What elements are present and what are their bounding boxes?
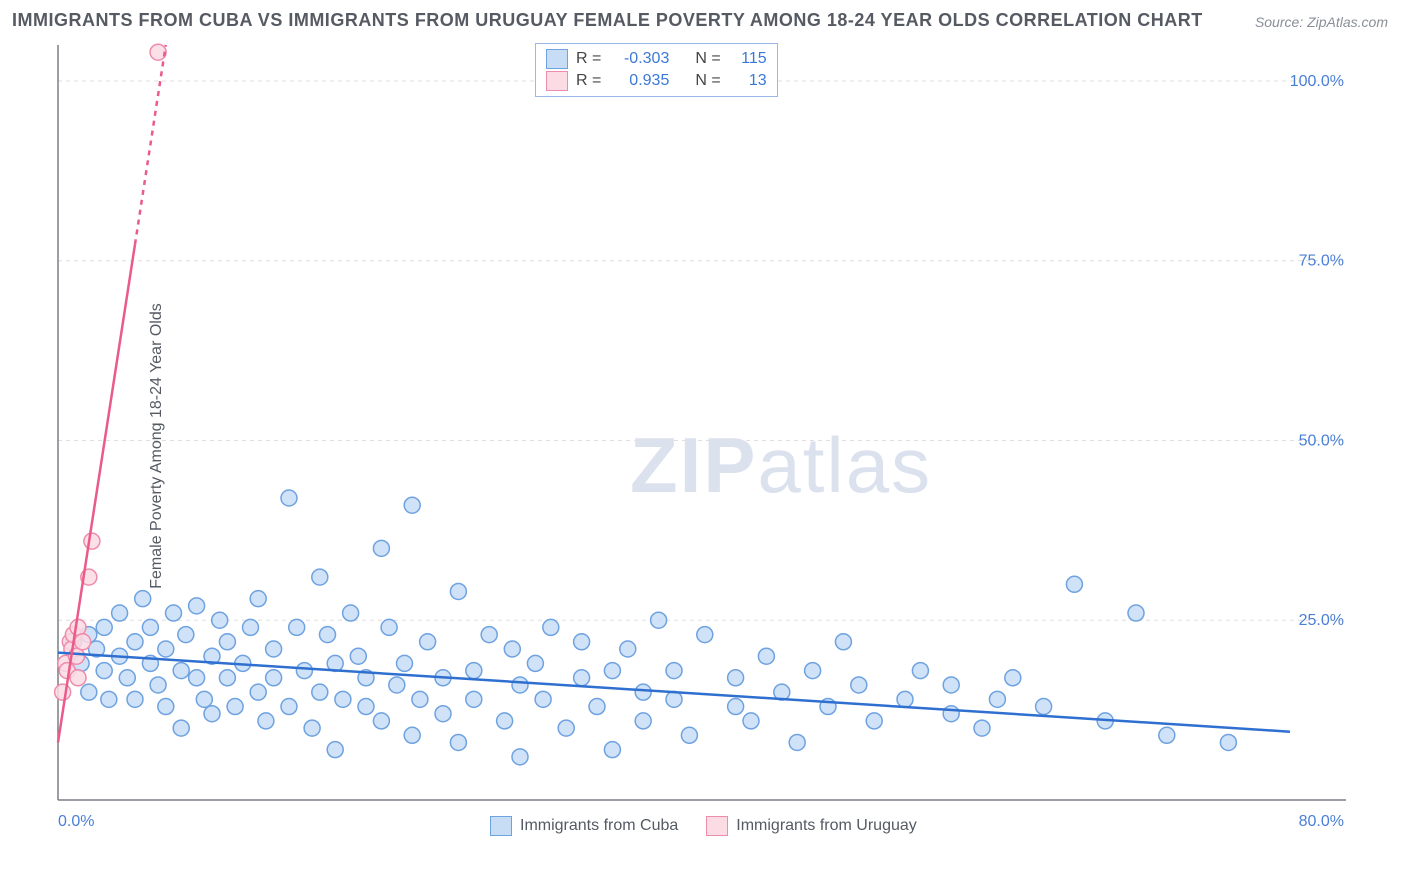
stats-row: R = 0.935 N = 13 bbox=[546, 70, 767, 92]
n-label: N = bbox=[695, 72, 720, 90]
scatter-chart: 25.0% 50.0% 75.0% 100.0% 0.0% 80.0% bbox=[50, 40, 1350, 840]
r-value: 0.935 bbox=[609, 72, 669, 90]
stats-row: R = -0.303 N = 115 bbox=[546, 48, 767, 70]
series-legend: Immigrants from Cuba Immigrants from Urug… bbox=[490, 816, 917, 836]
svg-text:75.0%: 75.0% bbox=[1299, 253, 1344, 270]
n-label: N = bbox=[695, 50, 720, 68]
legend-label: Immigrants from Cuba bbox=[520, 817, 678, 835]
chart-title: IMMIGRANTS FROM CUBA VS IMMIGRANTS FROM … bbox=[12, 10, 1203, 31]
n-value: 13 bbox=[729, 72, 767, 90]
svg-text:100.0%: 100.0% bbox=[1290, 73, 1344, 90]
svg-text:50.0%: 50.0% bbox=[1299, 432, 1344, 449]
source-label: Source: ZipAtlas.com bbox=[1255, 14, 1388, 30]
legend-item: Immigrants from Uruguay bbox=[706, 816, 917, 836]
svg-text:0.0%: 0.0% bbox=[58, 813, 94, 830]
r-label: R = bbox=[576, 50, 601, 68]
correlation-stats-box: R = -0.303 N = 115 R = 0.935 N = 13 bbox=[535, 43, 778, 97]
legend-swatch bbox=[490, 816, 512, 836]
svg-text:25.0%: 25.0% bbox=[1299, 612, 1344, 629]
legend-swatch bbox=[546, 71, 568, 91]
legend-label: Immigrants from Uruguay bbox=[736, 817, 917, 835]
legend-swatch bbox=[546, 49, 568, 69]
svg-text:80.0%: 80.0% bbox=[1299, 813, 1344, 830]
r-label: R = bbox=[576, 72, 601, 90]
legend-item: Immigrants from Cuba bbox=[490, 816, 678, 836]
legend-swatch bbox=[706, 816, 728, 836]
r-value: -0.303 bbox=[609, 50, 669, 68]
n-value: 115 bbox=[729, 50, 767, 68]
plot-area: 25.0%50.0%75.0%100.0%0.0%80.0% ZIPatlas … bbox=[50, 40, 1350, 840]
